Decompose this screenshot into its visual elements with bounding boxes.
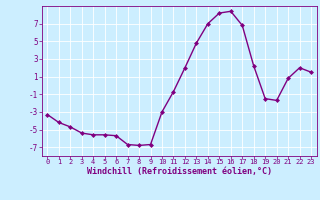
X-axis label: Windchill (Refroidissement éolien,°C): Windchill (Refroidissement éolien,°C): [87, 167, 272, 176]
